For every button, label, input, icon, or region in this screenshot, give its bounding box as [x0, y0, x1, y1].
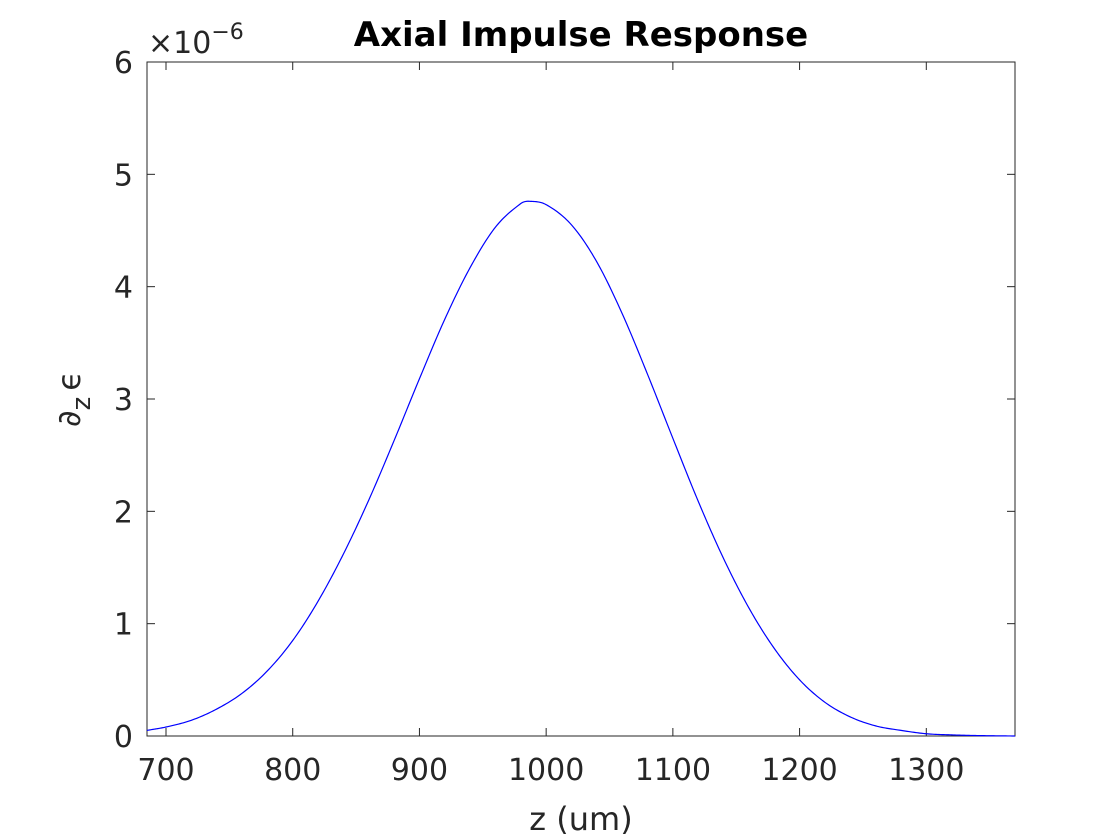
chart-title: Axial Impulse Response: [354, 15, 808, 55]
series-line: [146, 200, 1016, 737]
y-label-subscript: z: [67, 397, 97, 411]
svg-text:×10−6: ×10−6: [148, 20, 244, 61]
y-axis-multiplier: ×10−6: [148, 20, 244, 61]
x-tick-label: 1100: [635, 753, 711, 788]
y-label-variable: ϵ: [50, 371, 88, 391]
x-tick-label: 700: [137, 753, 194, 788]
multiplier-exponent: −6: [211, 20, 243, 45]
multiplier-base: ×10: [148, 26, 211, 61]
x-axis-label: z (um): [529, 800, 632, 838]
x-tick-label: 800: [264, 753, 321, 788]
axis-ticks: [147, 61, 1015, 737]
y-tick-label: 3: [114, 383, 133, 418]
x-tick-label: 1300: [888, 753, 964, 788]
y-tick-label: 0: [114, 720, 133, 755]
y-axis-label: ∂zϵ: [50, 371, 97, 427]
y-tick-labels: 0 1 2 3 4 5 6: [114, 46, 133, 755]
y-tick-label: 6: [114, 46, 133, 81]
y-label-symbol: ∂: [50, 410, 88, 427]
x-tick-labels: 700 800 900 1000 1100 1200 1300: [137, 753, 964, 788]
plot-area: [146, 61, 1016, 737]
x-tick-label: 900: [391, 753, 448, 788]
x-tick-label: 1200: [761, 753, 837, 788]
y-tick-label: 4: [114, 271, 133, 306]
x-tick-label: 1000: [508, 753, 584, 788]
y-tick-label: 1: [114, 608, 133, 643]
y-tick-label: 2: [114, 495, 133, 530]
y-tick-label: 5: [114, 158, 133, 193]
